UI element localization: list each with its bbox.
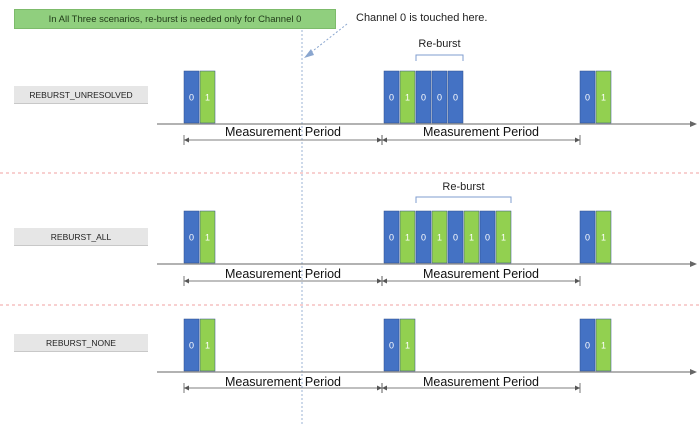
measurement-period-arrowhead [377,385,382,391]
channel-0-block [183,210,200,264]
channel-0-label: 0 [389,233,394,243]
channel-1-label: 1 [601,341,606,351]
measurement-period-arrowhead [377,137,382,143]
time-axis-arrowhead [690,121,697,127]
channel-0-label: 0 [389,341,394,351]
channel-0-block [579,210,596,264]
time-axis-arrowhead [690,369,697,375]
channel-0-block [415,70,432,124]
channel-0-block [183,318,200,372]
banner-note: In All Three scenarios, re-burst is need… [14,9,336,29]
channel-0-block [415,210,432,264]
channel-1-label: 1 [601,93,606,103]
channel-1-block [199,70,216,124]
channel-1-label: 1 [405,341,410,351]
scenario-label: REBURST_NONE [14,334,148,352]
measurement-period-arrowhead [184,385,189,391]
channel-0-block [447,210,464,264]
measurement-period-label: Measurement Period [423,125,539,139]
touch-annotation: Channel 0 is touched here. [356,12,488,24]
channel-1-label: 1 [205,93,210,103]
channel-0-label: 0 [421,233,426,243]
touch-pointer-arrowhead [304,49,314,58]
channel-0-label: 0 [389,93,394,103]
reburst-label: Re-burst [418,38,460,50]
time-axis-arrowhead [690,261,697,267]
channel-0-block [183,70,200,124]
channel-0-label: 0 [585,341,590,351]
touch-pointer-line [308,23,348,55]
measurement-period-arrowhead [184,137,189,143]
measurement-period-arrowhead [377,278,382,284]
channel-1-block [199,318,216,372]
channel-1-block [463,210,480,264]
channel-0-block [383,210,400,264]
channel-1-label: 1 [405,233,410,243]
channel-1-label: 1 [205,233,210,243]
reburst-label: Re-burst [442,181,484,193]
measurement-period-arrowhead [575,137,580,143]
measurement-period-arrowhead [575,385,580,391]
channel-0-block [383,70,400,124]
measurement-period-label: Measurement Period [423,267,539,281]
channel-1-label: 1 [469,233,474,243]
channel-1-block [399,210,416,264]
channel-0-label: 0 [437,93,442,103]
channel-1-block [495,210,512,264]
scenario-label: REBURST_UNRESOLVED [14,86,148,104]
measurement-period-arrowhead [382,278,387,284]
measurement-period-arrowhead [575,278,580,284]
measurement-period-arrowhead [184,278,189,284]
channel-0-block [579,318,596,372]
channel-0-block [383,318,400,372]
channel-0-label: 0 [189,233,194,243]
measurement-period-arrowhead [382,385,387,391]
channel-1-block [399,70,416,124]
channel-1-label: 1 [501,233,506,243]
measurement-period-label: Measurement Period [225,375,341,389]
channel-0-label: 0 [421,93,426,103]
channel-0-label: 0 [585,93,590,103]
channel-1-block [431,210,448,264]
channel-0-block [431,70,448,124]
channel-1-block [595,318,612,372]
channel-0-label: 0 [485,233,490,243]
channel-0-block [579,70,596,124]
channel-0-label: 0 [189,341,194,351]
measurement-period-label: Measurement Period [225,125,341,139]
channel-0-label: 0 [189,93,194,103]
measurement-period-label: Measurement Period [423,375,539,389]
channel-1-block [595,210,612,264]
measurement-period-label: Measurement Period [225,267,341,281]
channel-1-label: 1 [405,93,410,103]
channel-1-label: 1 [601,233,606,243]
channel-1-block [199,210,216,264]
measurement-period-arrowhead [382,137,387,143]
channel-1-block [595,70,612,124]
channel-1-label: 1 [205,341,210,351]
reburst-bracket [415,54,464,61]
channel-1-label: 1 [437,233,442,243]
channel-1-block [399,318,416,372]
channel-0-block [479,210,496,264]
channel-0-label: 0 [585,233,590,243]
reburst-bracket [415,196,512,203]
scenario-label: REBURST_ALL [14,228,148,246]
channel-0-label: 0 [453,93,458,103]
channel-0-label: 0 [453,233,458,243]
channel-0-block [447,70,464,124]
